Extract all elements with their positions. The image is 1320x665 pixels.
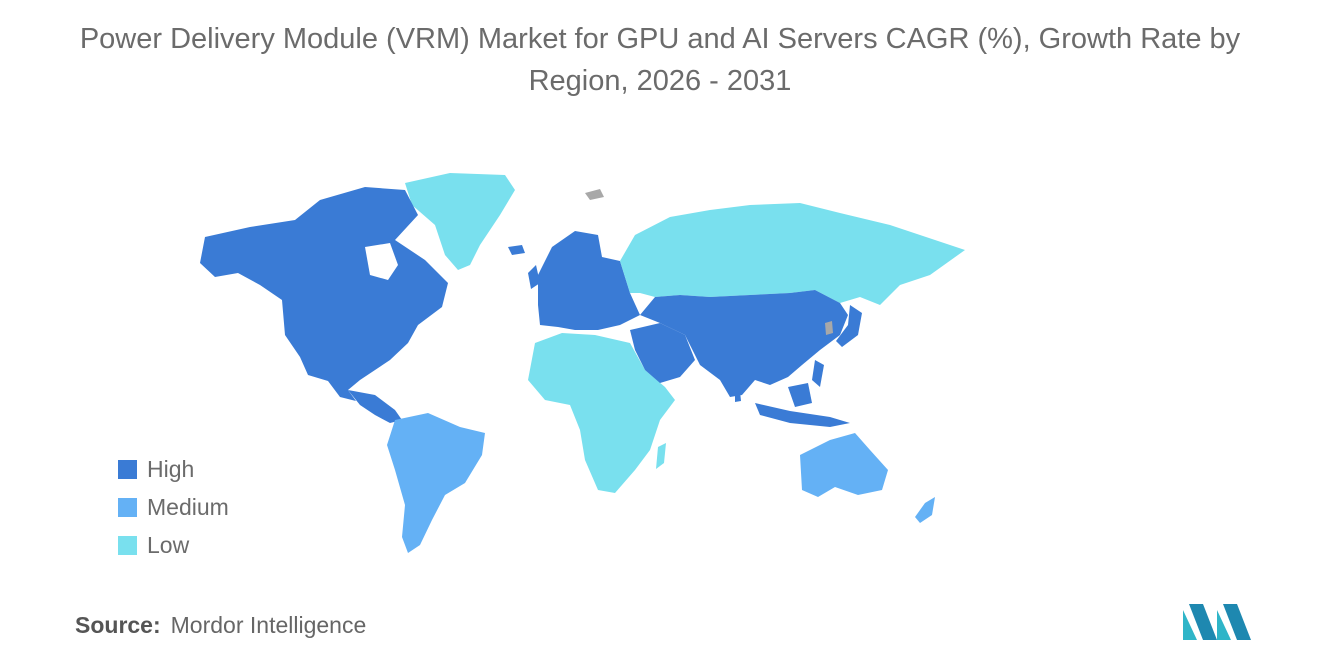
legend-swatch-medium [118, 497, 137, 517]
region-north-america [200, 187, 448, 401]
region-borneo [788, 383, 812, 407]
region-madagascar [656, 443, 666, 469]
region-central-america [348, 390, 402, 423]
legend-item-low: Low [118, 526, 229, 564]
region-sri-lanka [735, 391, 741, 402]
legend: High Medium Low [118, 450, 229, 564]
region-new-zealand [915, 497, 935, 523]
legend-label-low: Low [147, 531, 190, 558]
region-russia [620, 203, 965, 305]
region-greenland [405, 173, 515, 270]
region-south-america [387, 413, 485, 553]
legend-label-medium: Medium [147, 493, 229, 520]
chart-title: Power Delivery Module (VRM) Market for G… [0, 18, 1320, 102]
source-note: Source: Mordor Intelligence [75, 612, 366, 639]
legend-item-high: High [118, 450, 229, 488]
mordor-intelligence-logo [1183, 604, 1251, 640]
region-africa [528, 333, 675, 493]
legend-item-medium: Medium [118, 488, 229, 526]
legend-swatch-low [118, 535, 137, 555]
region-philippines [812, 360, 824, 387]
region-iceland [508, 245, 525, 255]
region-asia [640, 290, 848, 397]
region-indonesia [755, 403, 850, 427]
world-map [200, 173, 965, 553]
hudson-bay [365, 243, 398, 280]
source-label: Source: [75, 612, 161, 638]
region-uk [528, 265, 540, 289]
legend-swatch-high [118, 459, 137, 479]
legend-label-high: High [147, 455, 195, 482]
region-australia [800, 433, 888, 497]
region-svalbard [585, 189, 604, 200]
region-middle-east [630, 323, 695, 383]
region-korea [825, 321, 833, 335]
region-japan [836, 305, 862, 347]
source-value: Mordor Intelligence [170, 612, 367, 638]
region-europe [538, 231, 640, 330]
chart-title-line-2: Region, 2026 - 2031 [528, 65, 792, 97]
chart-title-line-1: Power Delivery Module (VRM) Market for G… [79, 23, 1241, 55]
